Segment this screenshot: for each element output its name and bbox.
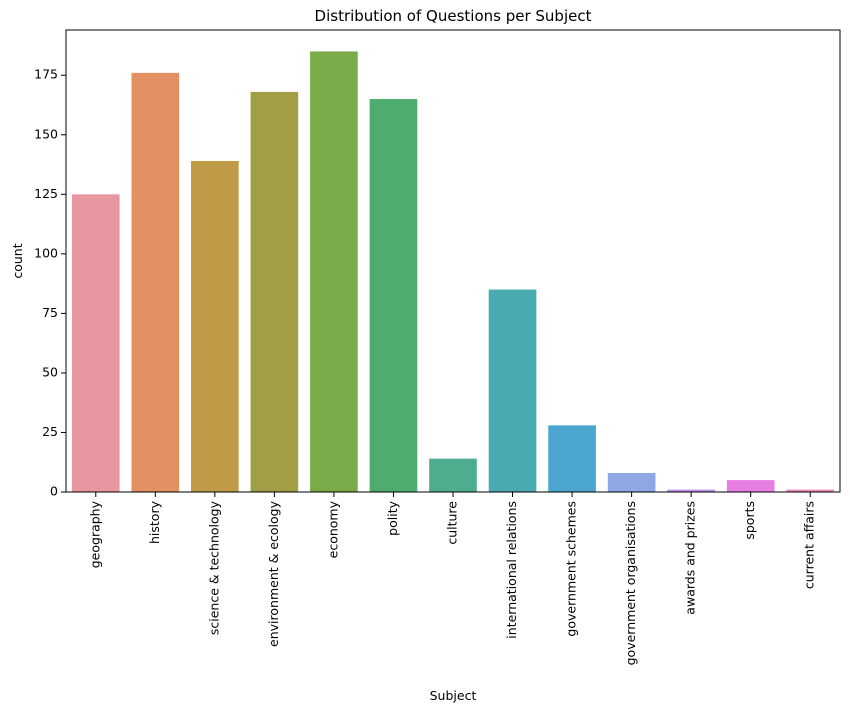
x-tick-label-11: sports [742,501,757,540]
chart-title: Distribution of Questions per Subject [315,7,592,25]
bar-10 [667,489,715,492]
x-tick-label-4: economy [325,500,340,558]
bar-2 [191,160,239,493]
bars-group [71,51,835,493]
bar-11 [726,480,775,492]
x-tick-label-12: current affairs [802,501,817,589]
x-tick-label-10: awards and prizes [683,501,698,615]
y-tick-label-2: 50 [42,364,58,379]
y-tick-label-7: 175 [34,67,58,82]
x-tick-label-3: environment & ecology [266,500,281,647]
y-tick-label-1: 25 [42,424,58,439]
x-tick-label-7: international relations [504,501,519,639]
x-tick-label-1: history [147,500,162,544]
x-tick-label-9: government organisations [623,501,638,665]
bar-1 [131,72,180,493]
plot-frame [65,29,841,493]
x-tick-label-8: government schemes [564,501,579,637]
y-axis: 0 25 50 75 100 125 150 175 [34,67,66,499]
bar-4 [310,51,358,493]
x-axis: geography history science & technology envi… [87,492,817,665]
bar-6 [429,458,477,492]
x-tick-label-2: science & technology [206,500,221,635]
bar-3 [250,91,299,492]
x-axis-label: Subject [430,688,477,703]
bar-5 [369,99,418,492]
bar-0 [71,194,120,492]
y-tick-label-3: 75 [42,305,58,320]
bar-7 [488,289,537,492]
x-tick-label-6: culture [445,501,460,545]
bar-9 [607,472,656,492]
y-axis-label: count [10,243,25,278]
y-tick-label-5: 125 [34,186,58,201]
x-tick-label-5: polity [385,500,400,535]
y-tick-label-4: 100 [34,245,58,260]
bar-8 [548,425,596,492]
y-tick-label-6: 150 [34,126,58,141]
bar-12 [786,489,835,492]
y-tick-label-0: 0 [50,484,58,499]
x-tick-label-0: geography [87,500,102,568]
